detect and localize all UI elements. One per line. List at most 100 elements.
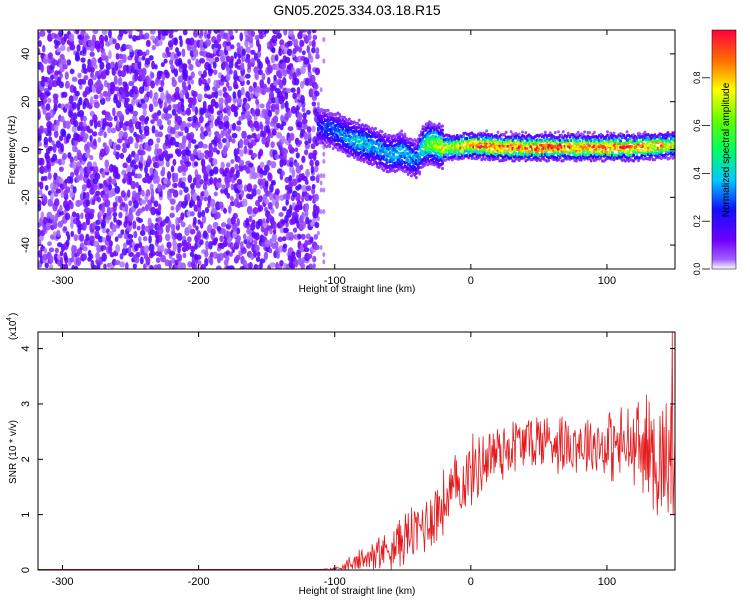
heatmap-cell [199, 239, 204, 246]
heatmap-cell [102, 142, 107, 148]
heatmap-cell [148, 243, 155, 253]
heatmap-cell [228, 265, 235, 269]
heatmap-cell [264, 239, 270, 248]
heatmap-cell [281, 206, 287, 212]
heatmap-cell [43, 127, 49, 134]
heatmap-cell [73, 155, 79, 162]
heatmap-cell [227, 204, 232, 214]
heatmap-cell [312, 255, 317, 263]
heatmap-cell [266, 160, 272, 166]
heatmap-cell [59, 256, 64, 266]
heatmap-cell [192, 148, 198, 156]
heatmap-cell [252, 81, 257, 88]
heatmap-cell [208, 142, 213, 152]
heatmap-cell [225, 132, 231, 140]
heatmap-cell [273, 78, 278, 87]
heatmap-cell [257, 195, 263, 203]
heatmap-cell [185, 149, 192, 157]
heatmap-cell [134, 142, 139, 149]
heatmap-cell [141, 206, 146, 212]
heatmap-cell [134, 68, 140, 76]
heatmap-cell [266, 135, 271, 144]
heatmap-cell [195, 225, 199, 231]
heatmap-cell [197, 141, 204, 149]
heatmap-cell [338, 112, 342, 117]
heatmap-cell [287, 231, 294, 237]
heatmap-cell [575, 159, 578, 163]
heatmap-cell [72, 112, 78, 121]
heatmap-cell [226, 217, 233, 226]
heatmap-cell [222, 239, 228, 247]
heatmap-cell [282, 243, 288, 249]
heatmap-cell [259, 121, 263, 130]
heatmap-cell [286, 40, 293, 47]
heatmap-cell [244, 73, 251, 79]
heatmap-cell [124, 97, 130, 103]
heatmap-cell [207, 150, 214, 158]
heatmap-cell [92, 114, 98, 124]
heatmap-cell [285, 199, 289, 206]
heatmap-cell [47, 198, 54, 207]
heatmap-cell [120, 92, 127, 100]
heatmap-cell [119, 120, 124, 129]
heatmap-cell [307, 63, 312, 73]
heatmap-cell [307, 132, 312, 139]
heatmap-cell [168, 220, 172, 229]
heatmap-cell [212, 158, 218, 166]
heatmap-cell [441, 124, 444, 128]
heatmap-cell [144, 57, 151, 66]
heatmap-cell [92, 182, 98, 191]
heatmap-cell [114, 166, 119, 175]
heatmap-cell [561, 130, 565, 134]
heatmap-cell [625, 130, 629, 134]
heatmap-cell [188, 63, 194, 71]
heatmap-cell [196, 198, 202, 208]
heatmap-cell [46, 121, 53, 129]
heatmap-cell [245, 53, 251, 60]
heatmap-cell [101, 170, 106, 178]
heatmap-cell [142, 108, 147, 117]
heatmap-cell [250, 222, 256, 231]
heatmap-cell [162, 149, 169, 158]
heatmap-cell [128, 65, 133, 75]
heatmap-cell [316, 216, 320, 222]
heatmap-cell [144, 225, 150, 232]
heatmap-cell [113, 75, 118, 85]
heatmap-cell [83, 74, 89, 81]
heatmap-cell [307, 52, 312, 60]
heatmap-cell [150, 80, 156, 89]
heatmap-cell [80, 212, 84, 220]
heatmap-cell [270, 161, 277, 169]
heatmap-cell [165, 160, 170, 168]
heatmap-cell [134, 54, 140, 63]
heatmap-cell [206, 94, 213, 100]
heatmap-cell [149, 89, 153, 99]
heatmap-cell [319, 180, 323, 186]
heatmap-cell [107, 245, 113, 254]
colorbar-tick-label: 0.8 [692, 72, 702, 85]
heatmap-cell [121, 147, 127, 154]
heatmap-cell [314, 90, 320, 97]
heatmap-cell [161, 166, 166, 173]
heatmap-cell [256, 188, 261, 195]
heatmap-cell [47, 241, 52, 247]
heatmap-cell [238, 159, 245, 167]
heatmap-cell [372, 152, 376, 156]
heatmap-cell [207, 30, 212, 36]
heatmap-cell [88, 235, 95, 243]
heatmap-cell [45, 221, 52, 231]
heatmap-cell [94, 230, 100, 238]
heatmap-cell [120, 229, 125, 235]
heatmap-cell [44, 184, 49, 191]
heatmap-cell [231, 138, 236, 144]
heatmap-cell [78, 109, 85, 118]
heatmap-cell [60, 115, 65, 123]
heatmap-cell [47, 97, 52, 104]
heatmap-cell [221, 138, 228, 143]
heatmap-cell [149, 173, 154, 181]
heatmap-cell [53, 253, 59, 262]
heatmap-cell [287, 110, 292, 118]
heatmap-cell [124, 203, 129, 213]
heatmap-cell [219, 111, 223, 120]
heatmap-cell [55, 188, 62, 194]
